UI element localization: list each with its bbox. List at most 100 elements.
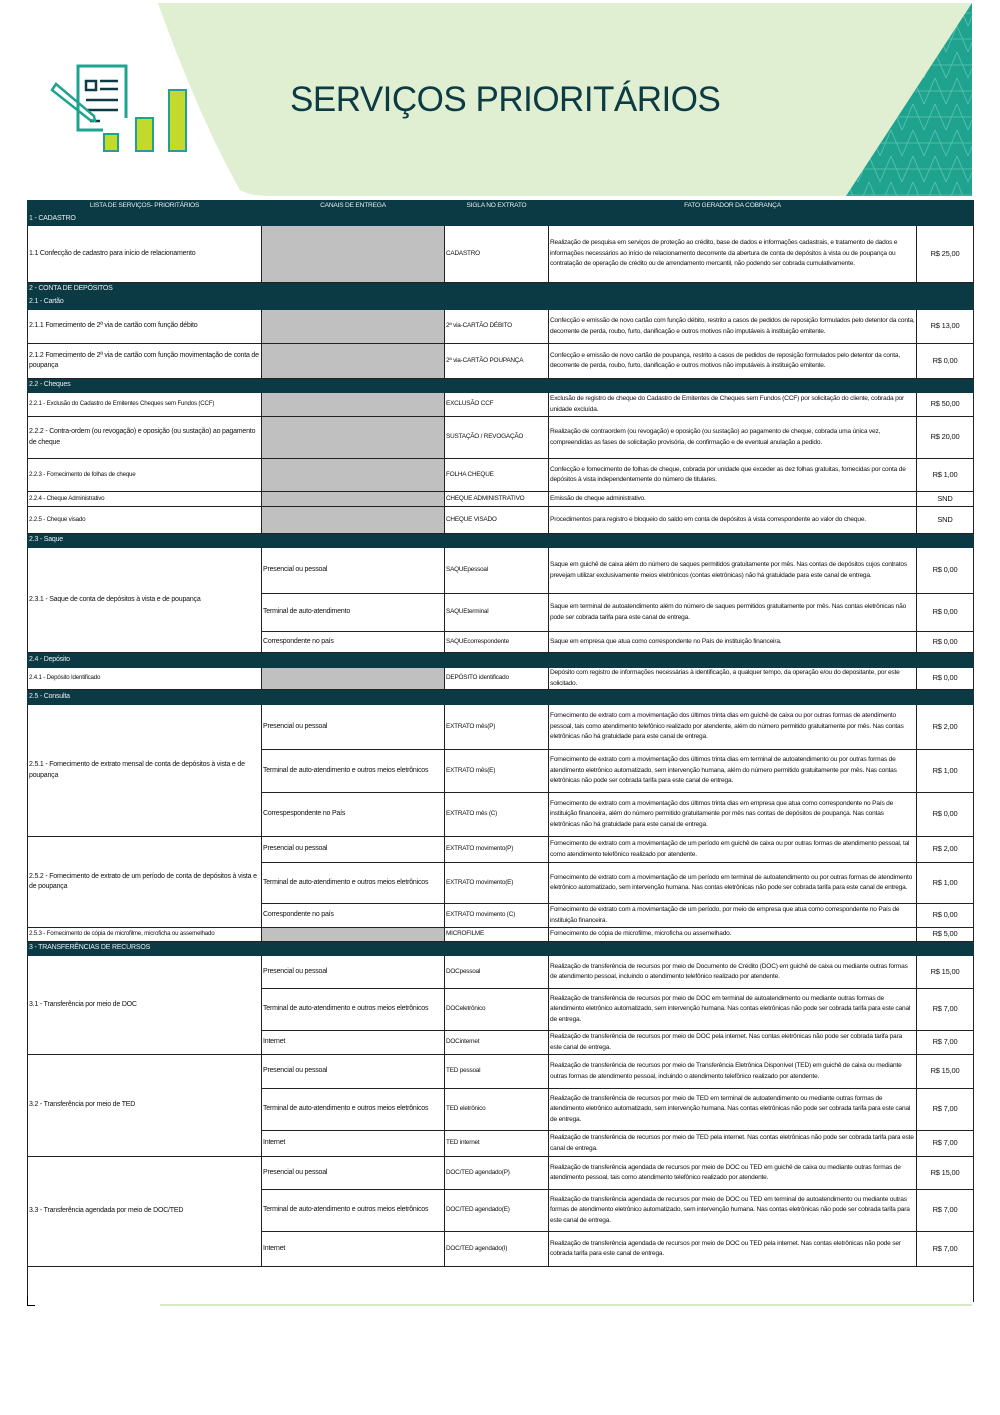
fee-value: SND: [916, 506, 974, 534]
table-row: 3.2 - Transferência por meio de TED Prese…: [27, 1054, 974, 1157]
table-row: 3.1 - Transferência por meio de DOC Prese…: [27, 955, 974, 1055]
statement-code: EXCLUSÃO CCF: [444, 392, 549, 417]
fee-value: R$ 0,00: [916, 631, 974, 653]
section-label: 1 - CADASTRO: [27, 212, 974, 226]
delivery-channel: Terminal de auto-atendimento e outros me…: [261, 862, 445, 904]
charge-description: Confecção e emissão de novo cartão de po…: [548, 343, 917, 379]
header-banner: [50, 3, 972, 196]
table-row: 2.2.1 - Exclusão do Cadastro de Emitente…: [27, 392, 974, 417]
table-row: Internet TED internet Realização de transf…: [28, 1130, 974, 1157]
fee-value: R$ 7,00: [916, 988, 974, 1031]
table-row: Internet DOC/TED agendado(I) Realização de…: [28, 1231, 974, 1267]
statement-code: SAQUEcorrespondente: [444, 631, 549, 653]
charge-description: Emissão de cheque administrativo.: [548, 491, 917, 507]
charge-description: Realização de transferência de recursos …: [548, 1130, 917, 1157]
charge-description: Confecção e emissão de novo cartão com f…: [548, 309, 917, 344]
fee-value: R$ 1,00: [916, 458, 974, 492]
fee-value: R$ 2,00: [916, 704, 974, 750]
delivery-channel-empty: [261, 225, 445, 283]
service-name: 2.2.4 - Cheque Administrativo: [27, 491, 262, 507]
charge-description: Realização de pesquisa em serviços de pr…: [548, 225, 917, 283]
charge-description: Fornecimento de extrato com a movimentaç…: [548, 792, 917, 837]
delivery-channel: Terminal de auto-atendimento e outros me…: [261, 1088, 445, 1131]
crop-mark: [27, 1296, 35, 1306]
section-row: 2.2 - Cheques: [27, 378, 974, 393]
column-header: CANAIS DE ENTREGA: [261, 200, 445, 213]
service-name: 2.3.1 - Saque de conta de depósitos à vi…: [27, 547, 262, 653]
blank-cell: [27, 1266, 974, 1302]
service-name: 2.2.1 - Exclusão do Cadastro de Emitente…: [27, 392, 262, 417]
charge-description: Saque em empresa que atua como correspon…: [548, 631, 917, 653]
fee-value: R$ 7,00: [916, 1030, 974, 1055]
delivery-channel: Terminal de auto-atendimento e outros me…: [261, 988, 445, 1031]
charge-description: Fornecimento de extrato com a movimentaç…: [548, 704, 917, 750]
table-row: 2.1.2 Fornecimento de 2ª via de cartão c…: [27, 343, 974, 379]
delivery-channel: Internet: [261, 1130, 445, 1157]
statement-code: TED internet: [444, 1130, 549, 1157]
fee-value: R$ 5,00: [916, 927, 974, 942]
statement-code: EXTRATO mês (C): [444, 792, 549, 837]
statement-code: CHEQUE VISADO: [444, 506, 549, 534]
fee-value: R$ 15,00: [916, 1054, 974, 1089]
table-row: 2.2.4 - Cheque Administrativo CHEQUE ADMI…: [27, 491, 974, 507]
table-row: 2.2.5 - Cheque visado CHEQUE VISADO Proced…: [27, 506, 974, 534]
statement-code: CADASTRO: [444, 225, 549, 283]
fee-value: R$ 1,00: [916, 862, 974, 904]
fee-value: SND: [916, 491, 974, 507]
statement-code: DOCpessoal: [444, 955, 549, 989]
delivery-channel: Terminal de auto-atendimento e outros me…: [261, 1189, 445, 1232]
column-header: [916, 200, 974, 213]
fee-value: R$ 7,00: [916, 1189, 974, 1232]
table-row: Terminal de auto-atendimento e outros me…: [28, 749, 974, 793]
fee-value: R$ 0,00: [916, 547, 974, 594]
charge-description: Fornecimento de extrato com a movimentaç…: [548, 836, 917, 863]
statement-code: TED pessoal: [444, 1054, 549, 1089]
fee-value: R$ 15,00: [916, 1156, 974, 1190]
table-header-row: LISTA DE SERVIÇOS- PRIORITÁRIOS CANAIS DE…: [27, 200, 974, 213]
fee-value: R$ 7,00: [916, 1231, 974, 1267]
statement-code: FOLHA CHEQUE: [444, 458, 549, 492]
statement-code: DOC/TED agendado(E): [444, 1189, 549, 1232]
service-name: 2.1.2 Fornecimento de 2ª via de cartão c…: [27, 343, 262, 379]
statement-code: TED eletrônico: [444, 1088, 549, 1131]
fee-value: R$ 0,00: [916, 667, 974, 690]
charge-description: Fornecimento de extrato com a movimentaç…: [548, 749, 917, 793]
table-row: 2.2.3 - Fornecimento de folhas de cheque…: [27, 458, 974, 492]
table-row: Correspondente no país SAQUEcorrespondent…: [28, 631, 974, 653]
statement-code: DOCeletrônico: [444, 988, 549, 1031]
section-row: 2.3 - Saque: [27, 533, 974, 548]
charge-description: Fornecimento de cópia de microfilme, mic…: [548, 927, 917, 942]
service-name: 2.5.1 - Fornecimento de extrato mensal d…: [27, 704, 262, 837]
delivery-channel-empty: [261, 667, 445, 690]
table-row: 2.4.1 - Depósito Identificado DEPÓSITO id…: [27, 667, 974, 690]
delivery-channel: Presencial ou pessoal: [261, 1156, 445, 1190]
delivery-channel-empty: [261, 392, 445, 417]
delivery-channel-empty: [261, 309, 445, 344]
table-row: Correspondente no país EXTRATO movimento …: [28, 903, 974, 928]
charge-description: Realização de contraordem (ou revogação)…: [548, 416, 917, 459]
table-row: Terminal de auto-atendimento e outros me…: [28, 988, 974, 1031]
section-label: 3 - TRANSFERÊNCIAS DE RECURSOS: [27, 941, 974, 956]
charge-description: Fornecimento de extrato com a movimentaç…: [548, 903, 917, 928]
delivery-channel-empty: [261, 927, 445, 942]
statement-code: 2ª via-CARTÃO POUPANÇA: [444, 343, 549, 379]
charge-description: Realização de transferência agendada de …: [548, 1156, 917, 1190]
service-name: 3.2 - Transferência por meio de TED: [27, 1054, 262, 1157]
delivery-channel: Correspespondente no País: [261, 792, 445, 837]
fee-value: R$ 2,00: [916, 836, 974, 863]
blank-row: [27, 1266, 974, 1302]
delivery-channel-empty: [261, 491, 445, 507]
charge-description: Saque em guichê de caixa além do número …: [548, 547, 917, 594]
section-row: 2 - CONTA DE DEPÓSITOS: [27, 282, 974, 296]
section-row: 3 - TRANSFERÊNCIAS DE RECURSOS: [27, 941, 974, 956]
delivery-channel: Internet: [261, 1030, 445, 1055]
delivery-channel: Terminal de auto-atendimento: [261, 593, 445, 632]
delivery-channel: Presencial ou pessoal: [261, 1054, 445, 1089]
delivery-channel: Presencial ou pessoal: [261, 836, 445, 863]
section-row: 2.5 - Consulta: [27, 689, 974, 705]
delivery-channel-empty: [261, 343, 445, 379]
delivery-channel: Internet: [261, 1231, 445, 1267]
table-row: 2.1.1 Fornecimento de 2ª via de cartão c…: [27, 309, 974, 344]
delivery-channel-empty: [261, 416, 445, 459]
statement-code: MICROFILME: [444, 927, 549, 942]
